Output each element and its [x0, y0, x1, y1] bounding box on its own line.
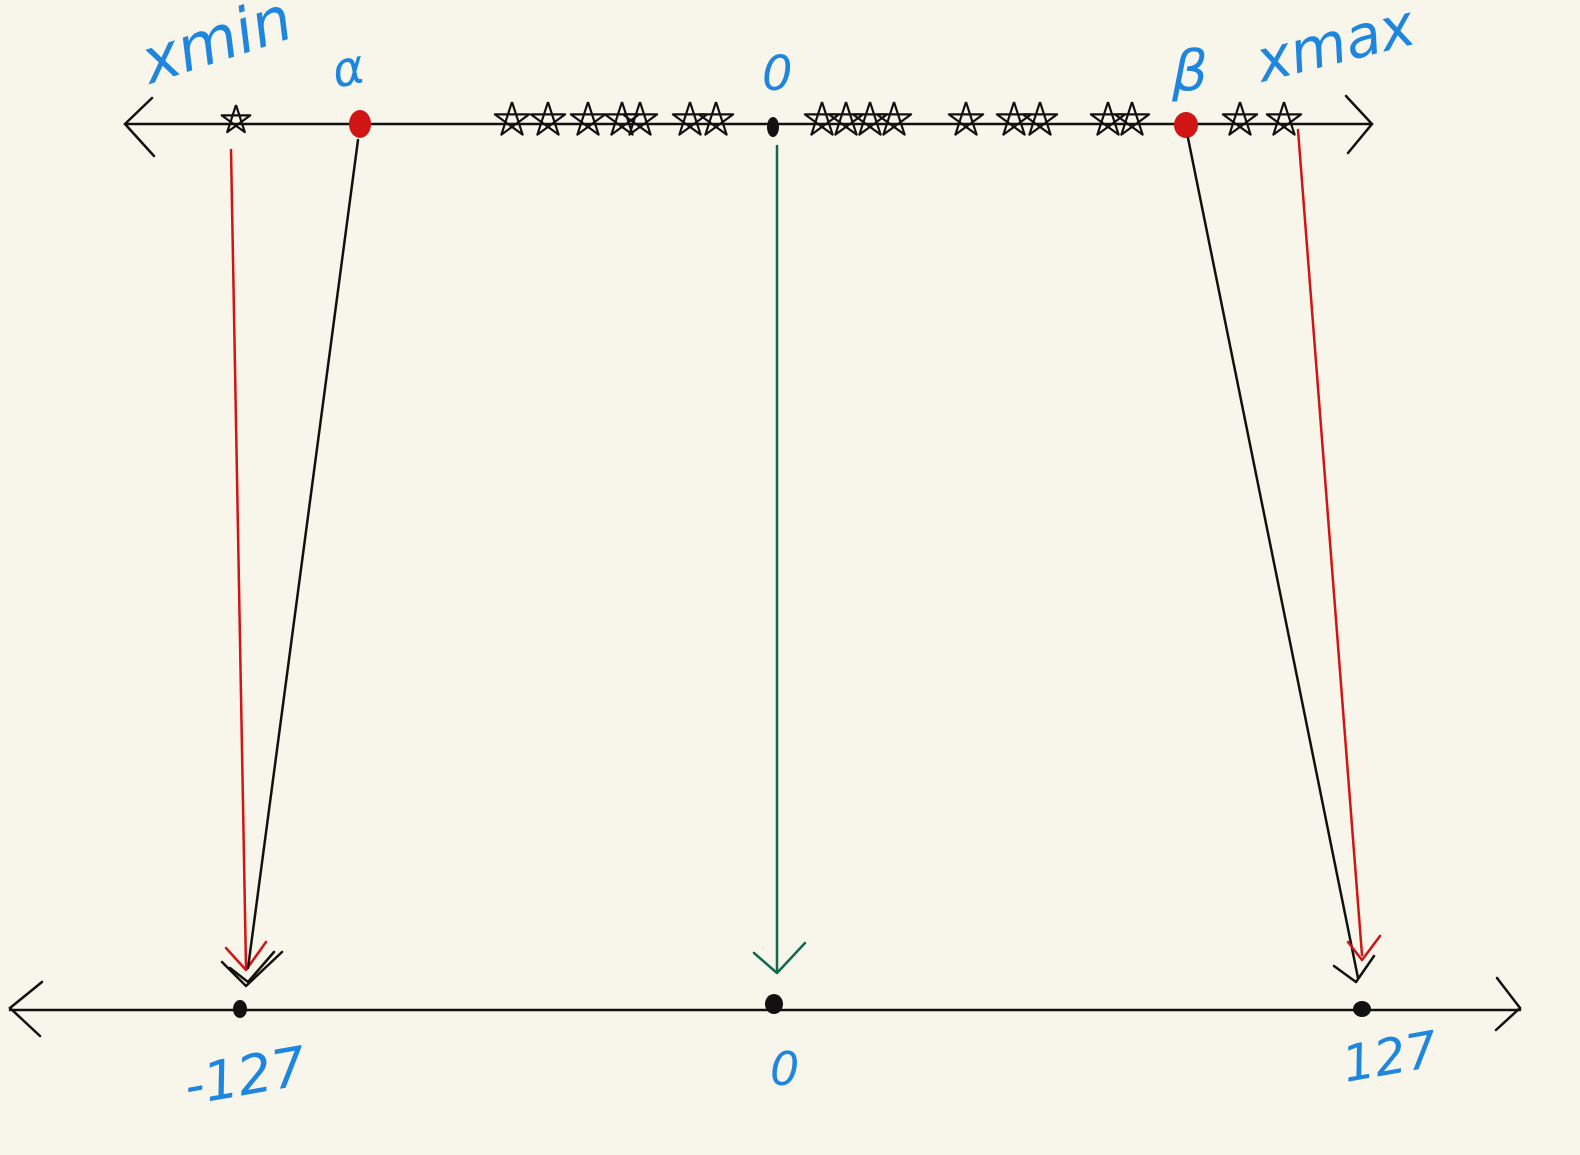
bottom-number-line — [8, 976, 1522, 1038]
label-neg127: -127 — [179, 1034, 311, 1117]
arrow-xmax-to-127 — [1296, 128, 1382, 962]
star-icon — [697, 101, 735, 136]
star-icon — [1089, 101, 1127, 136]
neg127-dot — [233, 1000, 247, 1018]
data-points — [220, 101, 1303, 136]
star-icon — [947, 101, 985, 136]
star-icon — [621, 101, 659, 136]
bottom-left-arrowhead — [8, 980, 44, 1038]
star-icon — [1021, 101, 1059, 136]
label-alpha: α — [327, 38, 370, 99]
label-xmin: xmin — [130, 0, 301, 99]
top-number-line — [123, 94, 1374, 158]
label-pos127: 127 — [1338, 1020, 1442, 1094]
label-beta: β — [1171, 39, 1208, 104]
beta-dot — [1174, 112, 1198, 138]
star-icon — [493, 101, 531, 136]
label-zero-top: 0 — [762, 46, 793, 102]
arrow-zero-to-zero — [752, 144, 807, 975]
top-left-arrowhead — [123, 96, 156, 158]
star-icon — [1113, 101, 1151, 136]
star-icon — [671, 101, 709, 136]
arrow-alpha-to-neg127 — [220, 138, 360, 988]
arrow-xmin-to-neg127 — [224, 148, 268, 972]
star-icon — [220, 104, 252, 134]
top-right-arrowhead — [1344, 94, 1374, 155]
star-icon — [569, 101, 607, 136]
star-icon — [995, 101, 1033, 136]
arrow-beta-to-127 — [1186, 136, 1376, 984]
zero-dot-top — [767, 117, 779, 137]
star-icon — [1265, 101, 1303, 136]
alpha-dot — [349, 110, 371, 138]
star-icon — [529, 101, 567, 136]
label-zero-bottom: 0 — [770, 1042, 799, 1096]
star-icon — [875, 101, 913, 136]
star-icon — [803, 101, 841, 136]
bottom-right-arrowhead — [1494, 976, 1522, 1032]
pos127-dot — [1353, 1001, 1371, 1017]
star-icon — [851, 101, 889, 136]
label-xmax: xmax — [1247, 0, 1422, 96]
zero-dot-bottom — [765, 994, 783, 1014]
star-icon — [1221, 101, 1259, 136]
star-icon — [827, 101, 865, 136]
